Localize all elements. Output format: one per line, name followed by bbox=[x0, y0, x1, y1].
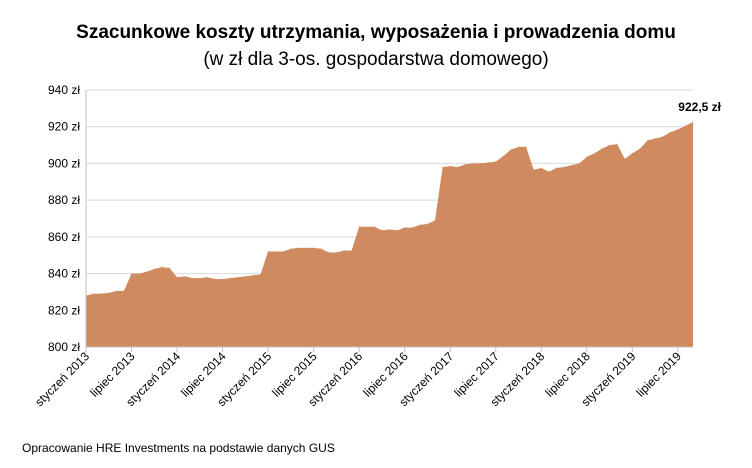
y-tick-label: 860 zł bbox=[48, 230, 80, 244]
data-point bbox=[199, 277, 201, 279]
data-point bbox=[449, 165, 451, 167]
data-point bbox=[123, 290, 125, 292]
data-point bbox=[586, 156, 588, 158]
data-point bbox=[593, 152, 595, 154]
chart-subtitle: (w zł dla 3-os. gospodarstwa domowego) bbox=[203, 49, 549, 70]
data-point bbox=[320, 248, 322, 250]
data-point bbox=[609, 144, 611, 146]
y-tick-label: 820 zł bbox=[48, 303, 80, 317]
data-point bbox=[646, 139, 648, 141]
data-point bbox=[426, 223, 428, 225]
data-point bbox=[131, 273, 133, 275]
data-point bbox=[108, 292, 110, 294]
data-point bbox=[510, 149, 512, 151]
data-point bbox=[517, 146, 519, 148]
data-point bbox=[495, 161, 497, 163]
data-point bbox=[351, 250, 353, 252]
data-point bbox=[601, 148, 603, 150]
chart-title: Szacunkowe koszty utrzymania, wyposażeni… bbox=[76, 22, 676, 43]
data-point bbox=[275, 251, 277, 253]
data-point bbox=[115, 290, 117, 292]
data-point bbox=[404, 227, 406, 229]
data-point bbox=[252, 274, 254, 276]
data-point bbox=[191, 277, 193, 279]
data-point bbox=[389, 229, 390, 231]
data-point bbox=[464, 163, 466, 165]
data-point bbox=[184, 275, 186, 277]
data-point bbox=[472, 162, 474, 164]
y-tick-label: 920 zł bbox=[48, 120, 80, 134]
data-point bbox=[616, 143, 618, 145]
data-point bbox=[176, 276, 178, 278]
data-point bbox=[138, 273, 140, 275]
data-point bbox=[335, 251, 337, 253]
data-point bbox=[328, 251, 330, 253]
data-point bbox=[442, 166, 444, 168]
data-point bbox=[222, 278, 224, 280]
data-point bbox=[161, 266, 163, 268]
data-point bbox=[457, 166, 459, 168]
data-point bbox=[662, 136, 664, 138]
data-point bbox=[631, 152, 633, 154]
data-point bbox=[381, 229, 383, 231]
y-tick-label: 800 zł bbox=[48, 340, 80, 354]
data-point bbox=[237, 276, 239, 278]
source-note: Opracowanie HRE Investments na podstawie… bbox=[22, 441, 335, 455]
y-tick-label: 880 zł bbox=[48, 193, 80, 207]
data-point bbox=[434, 219, 436, 221]
last-value-label: 922,5 zł bbox=[678, 100, 721, 114]
data-point bbox=[654, 138, 656, 140]
data-point bbox=[214, 278, 216, 280]
data-point bbox=[396, 229, 398, 231]
data-point bbox=[244, 275, 246, 277]
data-point bbox=[343, 250, 345, 252]
data-point bbox=[480, 162, 482, 164]
data-point bbox=[684, 125, 686, 127]
area-chart: 800 zł 820 zł 840 zł 860 zł 880 zł 900 zł 920 … bbox=[32, 83, 721, 409]
data-point bbox=[229, 277, 231, 279]
x-tick-label: lipiec 2019 bbox=[633, 349, 684, 400]
data-point bbox=[267, 251, 269, 253]
data-point bbox=[571, 164, 573, 166]
data-point bbox=[578, 162, 580, 164]
data-point bbox=[411, 227, 413, 229]
y-tick-label: 900 zł bbox=[48, 156, 80, 170]
y-tick-label: 840 zł bbox=[48, 267, 80, 281]
data-point bbox=[419, 224, 421, 226]
data-point bbox=[366, 226, 368, 228]
data-point bbox=[146, 271, 148, 273]
data-point bbox=[373, 226, 375, 228]
data-point bbox=[669, 131, 671, 133]
data-point bbox=[487, 162, 489, 164]
data-point bbox=[692, 121, 694, 123]
x-tick-label: styczeń 2013 bbox=[32, 349, 92, 409]
data-point bbox=[206, 276, 208, 278]
data-point bbox=[533, 169, 535, 171]
data-point bbox=[153, 268, 155, 270]
data-point bbox=[624, 158, 626, 160]
axes bbox=[85, 90, 693, 352]
data-point bbox=[525, 146, 527, 148]
data-point bbox=[290, 248, 292, 250]
data-point bbox=[313, 247, 315, 249]
data-point bbox=[358, 226, 360, 228]
data-point bbox=[639, 148, 641, 150]
data-point bbox=[548, 171, 550, 173]
data-point bbox=[297, 247, 299, 249]
data-point bbox=[282, 251, 284, 253]
data-point bbox=[93, 293, 95, 295]
plot-area bbox=[85, 121, 694, 347]
data-point bbox=[563, 166, 565, 168]
data-point bbox=[168, 267, 170, 269]
data-point bbox=[677, 128, 679, 130]
data-point bbox=[555, 167, 557, 169]
data-point bbox=[540, 167, 542, 169]
data-point bbox=[100, 293, 102, 295]
data-point bbox=[502, 155, 504, 157]
data-point bbox=[260, 273, 262, 275]
y-tick-label: 940 zł bbox=[48, 83, 80, 97]
series-area bbox=[86, 122, 693, 347]
data-point bbox=[305, 247, 307, 249]
